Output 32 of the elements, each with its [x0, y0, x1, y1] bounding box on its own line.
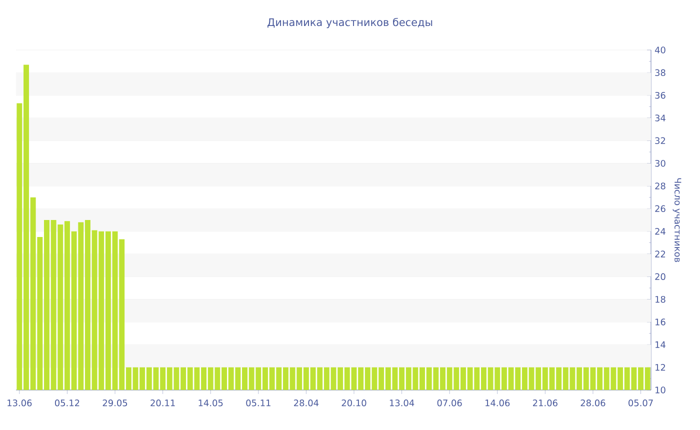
x-tick-label: 07.06 — [437, 400, 462, 406]
chart-title: Динамика участников беседы — [268, 18, 432, 28]
x-tick-label: 05.12 — [54, 400, 80, 406]
y-tick-label: 36 — [655, 92, 666, 99]
x-tick-label: 21.06 — [532, 400, 558, 406]
y-tick-label: 40 — [654, 46, 666, 54]
y-tick-label: 18 — [656, 296, 666, 303]
x-tick-label: 05.07 — [628, 400, 653, 406]
x-tick-label: 29.05 — [102, 400, 128, 406]
y-tick-label: 34 — [655, 114, 666, 122]
x-tick-label: 13.04 — [390, 400, 414, 406]
y-tick-label: 32 — [655, 137, 666, 144]
x-tick-label: 14.05 — [198, 400, 223, 406]
y-tick-label: 12 — [656, 364, 666, 371]
y-tick-label: 38 — [655, 69, 666, 76]
y-tick-label: 28 — [655, 182, 666, 190]
y-tick-label: 16 — [656, 318, 666, 326]
y-tick-label: 20 — [655, 273, 666, 280]
y-tick-label: 30 — [655, 160, 666, 167]
y-tick-label: 14 — [656, 341, 666, 348]
y-axis-title: Число участников — [672, 178, 682, 262]
y-tick-label: 22 — [655, 250, 666, 258]
y-tick-label: 26 — [655, 205, 666, 212]
y-tick-label: 24 — [655, 228, 666, 235]
x-tick-label: 20.10 — [342, 400, 366, 406]
x-tick-label: 05.11 — [246, 400, 270, 406]
x-tick-label: 28.06 — [580, 400, 606, 406]
x-tick-label: 20.11 — [150, 400, 175, 406]
x-tick-label: 13.06 — [8, 400, 32, 406]
x-tick-label: 14.06 — [486, 400, 510, 406]
x-tick-label: 28.04 — [294, 400, 319, 406]
y-tick-label: 10 — [656, 386, 666, 394]
